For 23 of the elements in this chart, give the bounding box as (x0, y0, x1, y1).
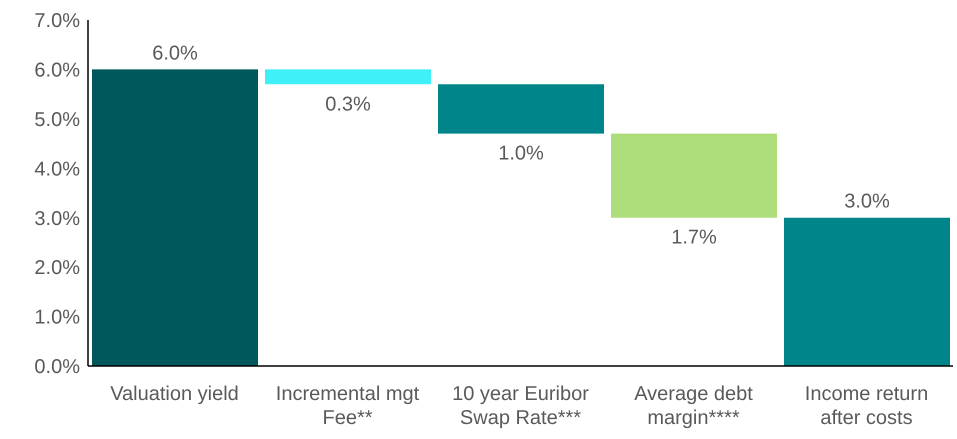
y-tick-label: 3.0% (34, 208, 80, 230)
y-tick-label: 6.0% (34, 60, 80, 82)
y-tick-label: 5.0% (34, 108, 80, 131)
data-label: 1.0% (498, 142, 544, 165)
x-tick-label: Income return after costs (804, 383, 928, 429)
x-tick-label: Average debt margin**** (634, 383, 754, 429)
y-tick-label: 0.0% (34, 356, 80, 378)
data-label: 0.3% (325, 93, 372, 116)
bar (611, 134, 777, 218)
data-label: 3.0% (844, 190, 890, 213)
bar (438, 84, 604, 134)
data-label: 1.7% (671, 226, 718, 249)
data-label: 6.0% (152, 42, 198, 64)
x-tick-label: 10 year Euribor Swap Rate*** (452, 383, 590, 429)
y-tick-label: 4.0% (34, 158, 80, 180)
bar (784, 218, 950, 366)
y-tick-label: 2.0% (34, 257, 80, 280)
x-tick-label: Valuation yield (110, 383, 239, 405)
bar (92, 69, 258, 366)
bar (265, 69, 431, 84)
y-tick-label: 1.0% (34, 306, 80, 329)
x-tick-label: Incremental mgt Fee** (276, 383, 420, 429)
y-tick-label: 7.0% (34, 10, 80, 32)
